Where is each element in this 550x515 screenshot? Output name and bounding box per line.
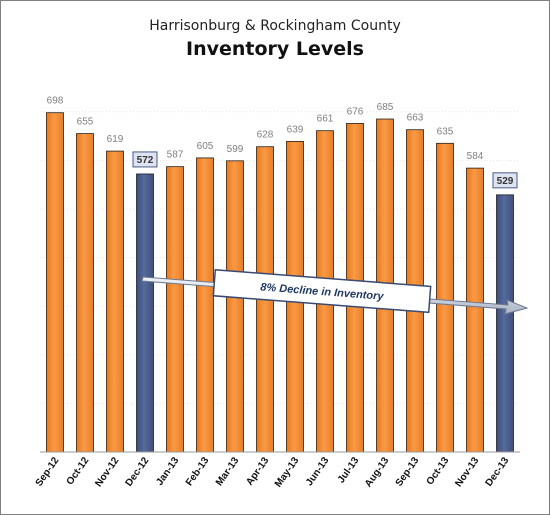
bar xyxy=(466,167,484,453)
bar xyxy=(46,112,64,453)
decline-arrow: 8% Decline in Inventory xyxy=(141,269,529,315)
x-tick-label: May-13 xyxy=(273,455,302,489)
chart-title: Inventory Levels xyxy=(186,38,364,60)
value-label: 619 xyxy=(107,134,124,145)
x-tick-label: Nov-12 xyxy=(93,455,121,489)
value-label: 599 xyxy=(227,144,244,155)
x-tick-label: Aug-13 xyxy=(363,455,392,489)
bar-highlighted xyxy=(136,173,154,453)
x-tick-label: Jan-13 xyxy=(154,455,181,488)
value-label-box xyxy=(132,151,158,168)
x-tick-label: Sep-12 xyxy=(34,455,62,489)
value-label: 605 xyxy=(197,141,214,152)
bar xyxy=(166,166,184,453)
annotation-box xyxy=(212,269,432,314)
x-tick-label: Sep-13 xyxy=(394,455,422,489)
value-label: 663 xyxy=(407,113,424,124)
value-label: 584 xyxy=(467,151,484,162)
value-label: 572 xyxy=(137,155,154,166)
value-label: 698 xyxy=(47,96,64,107)
x-tick-label: Apr-13 xyxy=(244,455,271,488)
value-labels: 698 655 619 572 587 605 599 628 639 661 676 685 663 6… xyxy=(47,96,518,189)
value-label: 628 xyxy=(257,130,274,141)
x-tick-label: Oct-13 xyxy=(425,455,452,487)
value-label: 635 xyxy=(437,126,454,137)
x-tick-label: Oct-12 xyxy=(65,455,92,487)
bar xyxy=(106,150,124,453)
value-label: 676 xyxy=(347,106,364,117)
x-tick-label: Mar-13 xyxy=(214,455,242,488)
chart-subtitle: Harrisonburg & Rockingham County xyxy=(149,18,401,34)
x-tick-label: Dec-12 xyxy=(124,455,152,489)
bar xyxy=(436,142,454,453)
value-label: 639 xyxy=(287,124,304,135)
x-tick-label: Jul-13 xyxy=(336,455,362,485)
x-tick-label: Nov-13 xyxy=(453,455,481,489)
value-label: 685 xyxy=(377,102,394,113)
bar xyxy=(196,157,214,453)
bar-highlighted xyxy=(496,194,514,453)
value-label-box xyxy=(492,172,518,189)
x-tick-label: Jun-13 xyxy=(304,455,332,488)
value-label: 655 xyxy=(77,117,94,128)
bars xyxy=(46,112,514,453)
x-tick-labels: Sep-12 Oct-12 Nov-12 Dec-12 Jan-13 Feb-13 Mar-… xyxy=(34,455,512,489)
bar xyxy=(226,160,244,453)
bar xyxy=(76,133,94,453)
x-tick-label: Dec-13 xyxy=(484,455,512,489)
x-tick-label: Feb-13 xyxy=(184,455,212,488)
value-label: 529 xyxy=(497,176,514,187)
value-label: 587 xyxy=(167,150,184,161)
value-label: 661 xyxy=(317,114,334,125)
